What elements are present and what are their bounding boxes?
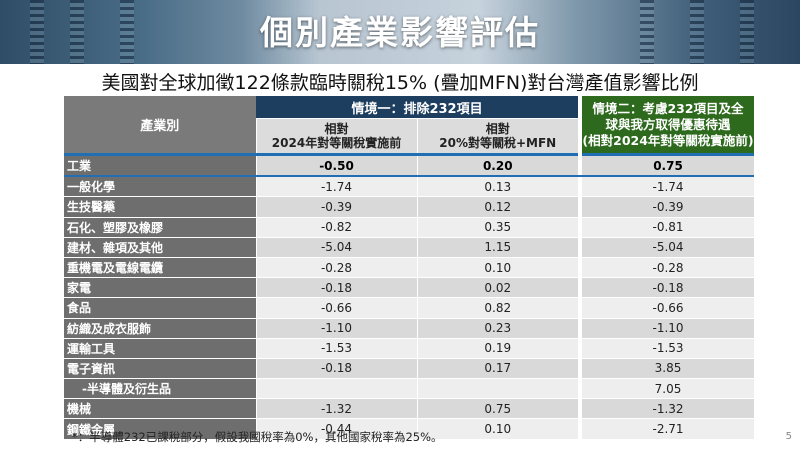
industry-name: 電子資訊: [64, 358, 256, 380]
value-scenario1-vs-mfn: 0.17: [416, 358, 579, 380]
industry-name: 一般化學: [64, 176, 256, 198]
value-scenario2: -1.74: [582, 176, 755, 198]
value-scenario2: -1.32: [582, 398, 755, 420]
value-scenario1-vs-2024: -1.10: [255, 318, 417, 339]
value-scenario2: -1.10: [582, 318, 755, 339]
table-row: 鋼鐵金屬 -0.44 0.10 -2.71: [64, 418, 755, 440]
value-scenario2: -2.71: [582, 418, 755, 440]
value-scenario1-vs-mfn: 0.10: [416, 418, 579, 440]
value-scenario1-vs-2024: -0.50: [255, 154, 417, 178]
industry-name: 機械: [64, 398, 256, 420]
value-scenario1-vs-mfn: 0.75: [416, 398, 579, 420]
server-rack-decoration: [120, 0, 134, 64]
industry-name: 紡織及成衣服飾: [64, 318, 256, 339]
server-rack-decoration: [690, 0, 704, 64]
value-scenario1-vs-mfn: 0.13: [416, 176, 579, 198]
industry-name: 建材、雜項及其他: [64, 237, 256, 258]
value-scenario1-vs-mfn: 1.15: [416, 237, 579, 258]
industry-name: 生技醫藥: [64, 196, 256, 218]
scenario1-header: 情境一：排除232項目: [256, 96, 579, 119]
scenario2-header: 情境二：考慮232項目及全 球與我方取得優惠待遇 (相對2024年對等關稅實施前…: [582, 96, 755, 156]
value-scenario1-vs-2024: -0.18: [255, 277, 417, 299]
value-scenario1-vs-mfn: 0.02: [416, 277, 579, 299]
table-row: 電子資訊 -0.18 0.17 3.85: [64, 358, 755, 380]
industry-name: 鋼鐵金屬: [64, 418, 256, 440]
value-scenario1-vs-2024: -1.32: [255, 398, 417, 420]
value-scenario1-vs-2024: -0.18: [255, 358, 417, 380]
table-row: 一般化學 -1.74 0.13 -1.74: [64, 176, 755, 198]
table-row: 建材、雜項及其他 -5.04 1.15 -5.04: [64, 237, 755, 258]
value-scenario2: 3.85: [582, 358, 755, 380]
table-row: 石化、塑膠及橡膠 -0.82 0.35 -0.81: [64, 217, 755, 238]
industry-name: 工業: [64, 154, 256, 178]
industry-name: -半導體及衍生品: [64, 378, 256, 400]
value-scenario1-vs-2024: -0.39: [255, 196, 417, 218]
table-row: 重機電及電線電纜 -0.28 0.10 -0.28: [64, 257, 755, 279]
value-scenario2: -0.18: [582, 277, 755, 299]
value-scenario1-vs-mfn: 0.82: [416, 297, 579, 319]
value-scenario2: -0.39: [582, 196, 755, 218]
value-scenario1-vs-mfn: 0.23: [416, 318, 579, 339]
table-row: 生技醫藥 -0.39 0.12 -0.39: [64, 196, 755, 218]
footnote: *：半導體232已課稅部分，假設我國稅率為0%，其他國家稅率為25%。: [72, 430, 443, 444]
value-scenario2: -0.28: [582, 257, 755, 279]
value-scenario2: -0.66: [582, 297, 755, 319]
server-rack-decoration: [30, 0, 44, 64]
value-scenario1-vs-2024: -0.28: [255, 257, 417, 279]
server-rack-decoration: [640, 0, 654, 64]
server-rack-decoration: [740, 0, 754, 64]
value-scenario1-vs-mfn: 0.20: [416, 154, 579, 178]
value-scenario2: 7.05: [582, 378, 755, 400]
server-rack-decoration: [70, 0, 84, 64]
table-subtitle: 美國對全球加徵122條款臨時關稅15% (疊加MFN)對台灣產值影響比例: [101, 72, 699, 94]
page-title: 個別產業影響評估: [260, 13, 540, 52]
industry-column-header: 產業別: [64, 96, 256, 156]
value-scenario2: -1.53: [582, 338, 755, 359]
value-scenario1-vs-2024: -0.82: [255, 217, 417, 238]
table-row: 機械 -1.32 0.75 -1.32: [64, 398, 755, 420]
industry-name: 運輸工具: [64, 338, 256, 359]
industry-name: 石化、塑膠及橡膠: [64, 217, 256, 238]
value-scenario2: -0.81: [582, 217, 755, 238]
industry-name: 家電: [64, 277, 256, 299]
value-scenario1-vs-mfn: [416, 378, 579, 400]
industry-name: 食品: [64, 297, 256, 319]
value-scenario1-vs-2024: -1.74: [255, 176, 417, 198]
value-scenario1-vs-mfn: 0.10: [416, 257, 579, 279]
value-scenario1-vs-mfn: 0.35: [416, 217, 579, 238]
table-body: 工業 -0.50 0.20 0.75 一般化學 -1.74 0.13 -1.74 生技醫藥 -0.…: [64, 154, 755, 440]
header-banner: 個別產業影響評估: [0, 0, 800, 64]
value-scenario2: 0.75: [582, 154, 755, 178]
table-row: 工業 -0.50 0.20 0.75: [64, 154, 755, 178]
industry-name: 重機電及電線電纜: [64, 257, 256, 279]
value-scenario2: -5.04: [582, 237, 755, 258]
scenario1-sub-header-mfn: 相對 20%對等關稅+MFN: [416, 118, 579, 156]
value-scenario1-vs-mfn: 0.12: [416, 196, 579, 218]
value-scenario1-vs-2024: [255, 378, 417, 400]
value-scenario1-vs-2024: -5.04: [255, 237, 417, 258]
impact-table: 產業別 情境一：排除232項目 情境二：考慮232項目及全 球與我方取得優惠待遇…: [64, 96, 755, 440]
page-number: 5: [785, 431, 792, 442]
value-scenario1-vs-mfn: 0.19: [416, 338, 579, 359]
table-row: 家電 -0.18 0.02 -0.18: [64, 277, 755, 299]
value-scenario1-vs-2024: -1.53: [255, 338, 417, 359]
table-row: 食品 -0.66 0.82 -0.66: [64, 297, 755, 319]
table-row: 運輸工具 -1.53 0.19 -1.53: [64, 338, 755, 359]
scenario1-sub-header-2024: 相對 2024年對等關稅實施前: [255, 118, 417, 156]
value-scenario1-vs-2024: -0.66: [255, 297, 417, 319]
value-scenario1-vs-2024: -0.44: [255, 418, 417, 440]
table-row: -半導體及衍生品 7.05: [64, 378, 755, 400]
table-row: 紡織及成衣服飾 -1.10 0.23 -1.10: [64, 318, 755, 339]
